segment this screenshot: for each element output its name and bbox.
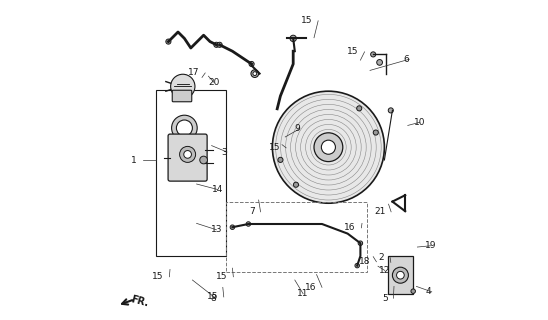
Text: 20: 20 [208, 78, 220, 87]
Bar [156, 90, 226, 256]
Bar [226, 202, 367, 272]
Text: 8: 8 [210, 294, 216, 303]
Text: 13: 13 [210, 225, 222, 234]
Circle shape [321, 140, 335, 154]
Circle shape [251, 70, 259, 77]
Text: 17: 17 [188, 68, 199, 77]
Text: 3: 3 [221, 148, 227, 156]
Circle shape [184, 151, 191, 158]
Circle shape [388, 108, 393, 113]
Text: 7: 7 [249, 207, 255, 216]
Circle shape [200, 156, 208, 164]
Circle shape [253, 72, 256, 76]
Circle shape [246, 222, 250, 226]
Circle shape [411, 289, 415, 293]
Circle shape [373, 130, 378, 135]
Text: 12: 12 [379, 266, 390, 275]
Circle shape [358, 241, 363, 245]
Text: 14: 14 [212, 185, 223, 194]
Circle shape [272, 91, 384, 203]
Circle shape [314, 133, 343, 162]
Circle shape [217, 42, 222, 47]
Circle shape [370, 52, 376, 57]
Circle shape [397, 271, 404, 279]
Circle shape [290, 35, 296, 42]
Circle shape [376, 60, 383, 65]
Text: 21: 21 [374, 207, 385, 216]
Circle shape [180, 147, 196, 163]
Text: 15: 15 [152, 272, 164, 281]
Text: 6: 6 [403, 55, 409, 64]
Text: 1: 1 [132, 156, 137, 164]
Text: 5: 5 [382, 294, 387, 303]
Text: 15: 15 [301, 16, 312, 25]
Circle shape [170, 74, 195, 99]
Circle shape [392, 267, 408, 283]
Circle shape [214, 42, 219, 47]
Text: 15: 15 [207, 292, 218, 301]
FancyBboxPatch shape [172, 90, 192, 102]
Bar [387, 256, 413, 294]
Circle shape [249, 61, 254, 67]
Circle shape [172, 115, 197, 141]
Text: 9: 9 [294, 124, 300, 133]
Text: 10: 10 [414, 118, 426, 127]
Circle shape [355, 263, 359, 268]
Text: 15: 15 [347, 47, 359, 56]
Circle shape [293, 182, 299, 187]
Circle shape [357, 106, 362, 111]
Text: 11: 11 [298, 289, 309, 298]
Text: 4: 4 [426, 287, 432, 296]
Text: 16: 16 [305, 283, 316, 292]
Text: 19: 19 [425, 241, 437, 250]
Circle shape [176, 120, 192, 136]
Text: 18: 18 [359, 257, 370, 266]
Text: 2: 2 [379, 253, 384, 262]
Text: 15: 15 [269, 143, 281, 152]
Text: FR.: FR. [129, 295, 150, 309]
Text: 15: 15 [216, 272, 227, 281]
Text: 16: 16 [344, 223, 356, 232]
Circle shape [166, 39, 171, 44]
Circle shape [230, 225, 235, 229]
Circle shape [278, 157, 283, 163]
FancyBboxPatch shape [168, 134, 207, 181]
